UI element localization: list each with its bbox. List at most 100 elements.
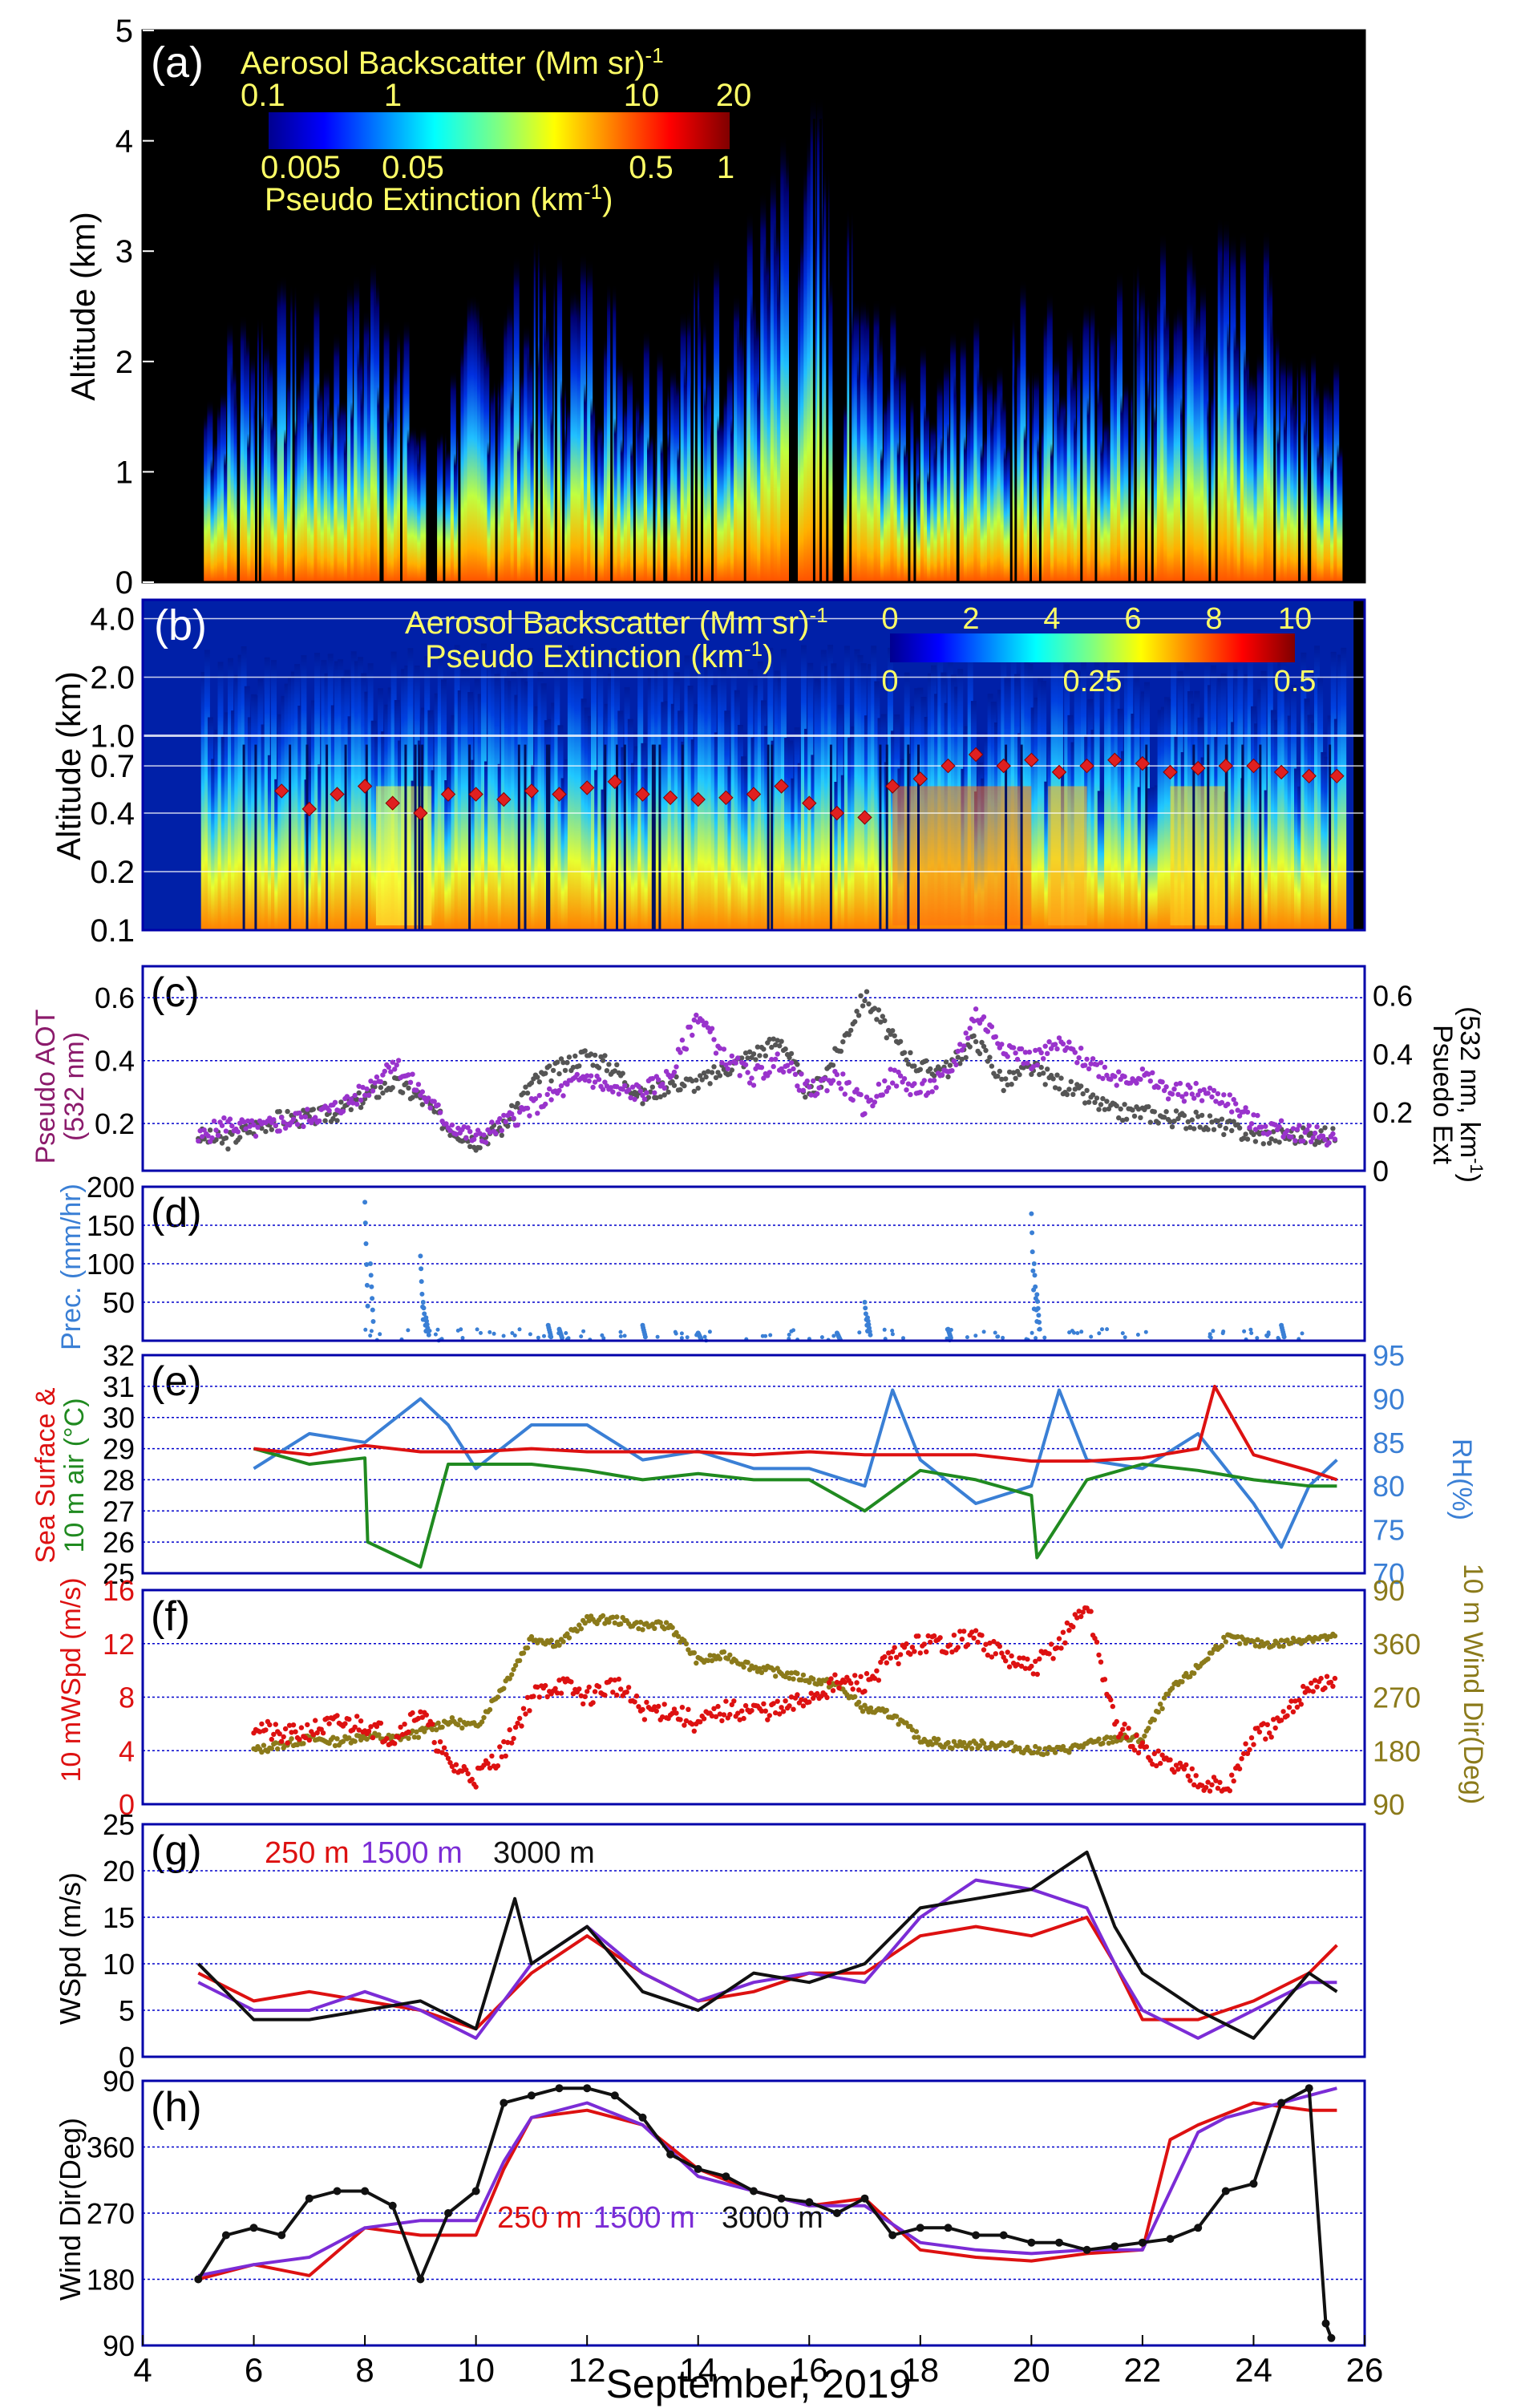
panel-a-heatmap [204, 95, 1343, 583]
panel-c-data-point [641, 1096, 648, 1103]
panel-c-data-point [840, 1039, 846, 1045]
panel-f-data-point [435, 1748, 441, 1754]
heatmap-column [1227, 322, 1233, 582]
heatmap-column [794, 727, 800, 930]
panel-c-data-point [516, 1109, 523, 1115]
heatmap-column [1114, 673, 1120, 930]
heatmap-column [834, 782, 840, 930]
heatmap-column [1276, 429, 1283, 582]
panel-f-data-point [959, 1637, 965, 1642]
heatmap-column [291, 671, 297, 930]
data-gap-streak [535, 119, 538, 583]
panel-d-data-point [1032, 1273, 1038, 1278]
panel-c-data-point [564, 1060, 570, 1066]
panel-c-data-point [471, 1136, 477, 1143]
panel-f-data-point [1193, 1773, 1199, 1779]
panel-c-data-point [201, 1127, 207, 1133]
heatmap-streak [885, 744, 888, 930]
panel-f-data-point [896, 1722, 901, 1727]
panel-f-data-point [447, 1760, 453, 1766]
panel-c-data-point [305, 1107, 310, 1112]
panel-c-data-point [403, 1080, 410, 1086]
heatmap-column [767, 647, 774, 930]
panel-c-data-point [632, 1090, 637, 1095]
panel-f-data-point [670, 1625, 675, 1630]
panel-f-data-point [1278, 1718, 1284, 1723]
panel-f-data-point [1118, 1731, 1123, 1737]
panel-c-data-point [277, 1128, 282, 1134]
heatmap-column [1160, 232, 1167, 582]
panel-c-data-point [981, 1014, 987, 1020]
panel-f-data-point [1169, 1686, 1175, 1691]
panel-d-data-point [368, 1273, 374, 1278]
panel-d-data-point [1029, 1211, 1034, 1216]
panel-c-data-point [1197, 1088, 1203, 1094]
heatmap-column [1337, 654, 1344, 930]
panel-f-data-point [378, 1720, 384, 1726]
heatmap-column [627, 718, 633, 930]
panel-c-data-point [745, 1055, 750, 1061]
panel-h-ylabel: Wind Dir(Deg) [54, 2118, 87, 2301]
panel-f-data-point [437, 1739, 443, 1745]
heatmap-column [247, 433, 253, 582]
panel-c-data-point [729, 1067, 734, 1073]
panel-c-data-point [1183, 1091, 1189, 1097]
data-gap-streak [1134, 119, 1137, 583]
heatmap-column [933, 447, 940, 582]
panel-f-data-point [969, 1629, 975, 1635]
heatmap-column [277, 714, 284, 930]
panel-d-data-point [1030, 1230, 1035, 1236]
heatmap-column [630, 443, 637, 582]
panel-a-cbar-top-tick: 1 [384, 78, 402, 113]
panel-c-data-point [957, 1061, 963, 1066]
panel-c-data-point [977, 1050, 983, 1057]
panel-f-data-point [332, 1742, 338, 1749]
panel-f-data-point [1181, 1767, 1187, 1772]
panel-c-data-point [683, 1046, 690, 1052]
panel-c-data-point [499, 1127, 504, 1134]
heatmap-streak [326, 744, 329, 930]
panel-d-data-point [517, 1327, 522, 1332]
panel-f-data-point [649, 1621, 655, 1627]
heatmap-column [1123, 378, 1130, 582]
heatmap-column [570, 287, 576, 582]
panel-c-data-point [344, 1094, 350, 1099]
panel-c-data-point [1312, 1130, 1318, 1136]
data-gap-streak [237, 119, 240, 583]
panel-c-data-point [661, 1085, 667, 1091]
panel-f-data-point [406, 1735, 411, 1742]
heatmap-column [310, 427, 317, 582]
data-gap-streak [826, 119, 829, 583]
panel-c-data-point [788, 1050, 795, 1057]
data-gap-streak [819, 119, 823, 583]
panel-c-data-point [586, 1078, 592, 1084]
panel-f-data-point [636, 1704, 641, 1710]
panel-e-series-line [253, 1384, 1338, 1482]
heatmap-column [581, 698, 587, 930]
panel-f-data-point [453, 1762, 459, 1767]
panel-f-data-point [931, 1735, 937, 1742]
panel-c-data-point [892, 1033, 897, 1038]
panel-c-data-point [435, 1102, 441, 1108]
heatmap-column [1034, 697, 1040, 930]
panel-f-data-point [967, 1740, 973, 1746]
panel-c-data-point [515, 1100, 520, 1107]
panel-f-data-point [1041, 1751, 1046, 1758]
panel-c-data-point [535, 1074, 540, 1080]
panel-c-data-point [967, 1044, 973, 1050]
panel-c-data-point [729, 1053, 734, 1059]
panel-f-data-point [779, 1705, 784, 1710]
panel-h-data-point [1027, 2238, 1036, 2247]
panel-e-ytick-label: 32 [103, 1339, 135, 1372]
heatmap-column [1284, 688, 1290, 930]
panel-c-data-point [1066, 1087, 1072, 1092]
heatmap-column [880, 714, 887, 930]
panel-c-data-point [671, 1069, 678, 1075]
panel-b-ytick-label: 0.2 [90, 855, 135, 890]
panel-c-data-point [1235, 1107, 1240, 1113]
panel-c-data-point [1240, 1109, 1247, 1115]
heatmap-column [847, 737, 854, 930]
heatmap-column [504, 312, 510, 582]
heatmap-column [1324, 756, 1330, 930]
panel-f-data-point [1158, 1760, 1163, 1767]
